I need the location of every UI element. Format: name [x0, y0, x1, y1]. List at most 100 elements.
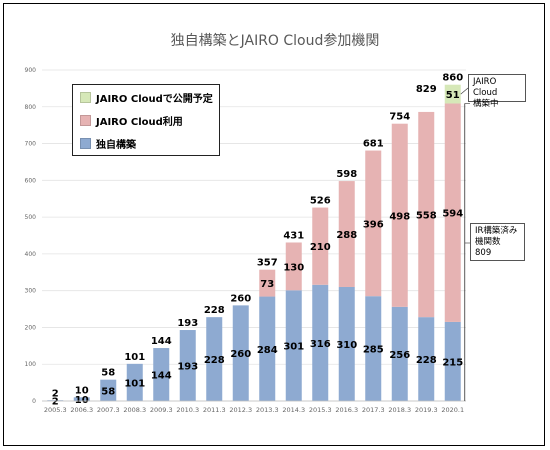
legend-label-own: 独自構築: [96, 139, 136, 151]
total-label: 2: [52, 388, 59, 399]
bar-cloud: [259, 269, 276, 297]
total-label: 193: [177, 318, 198, 329]
total-label: 431: [283, 230, 304, 241]
bar-value-label-cloud: 396: [363, 219, 384, 230]
bar-value-label-own: 2: [52, 397, 59, 408]
bar-own: [179, 330, 196, 401]
bar-cloud: [285, 242, 302, 291]
y-tick-label: 800: [25, 104, 37, 111]
bar-cloud: [444, 103, 461, 322]
total-label: 228: [204, 305, 225, 316]
y-tick-label: 700: [25, 141, 37, 148]
bar-value-label-own: 284: [257, 345, 278, 356]
bar-value-label-own: 215: [442, 357, 463, 368]
bar-value-label-cloud: 594: [442, 209, 463, 220]
x-tick-label: 2015.3: [309, 406, 332, 414]
bar-value-label-cloud: 73: [260, 279, 274, 290]
legend-item-planned: JAIRO Cloudで公開予定: [80, 89, 213, 105]
bar-value-label-own: 144: [151, 371, 172, 382]
x-tick-label: 2012.3: [229, 406, 252, 414]
x-tick-label: 2009.3: [150, 406, 173, 414]
bar-value-label-cloud: 210: [310, 242, 331, 253]
x-tick-label: 2014.3: [282, 406, 305, 414]
y-tick-label: 600: [25, 177, 37, 184]
total-label: 681: [363, 139, 384, 150]
x-tick-label: 2016.3: [335, 406, 358, 414]
bar-value-label-own: 256: [389, 350, 410, 361]
callout-ir-line3: 809: [475, 248, 492, 258]
callout-ir-line2: 機関数: [475, 237, 501, 247]
bar-own: [73, 397, 90, 401]
x-tick-label: 2013.3: [256, 406, 279, 414]
callout-cloud-construction: JAIRO Cloud 構築中: [468, 74, 526, 109]
total-label: 598: [336, 169, 357, 180]
callout-ir-count: IR構築済み 機関数 809: [470, 223, 525, 261]
total-label: 260: [230, 293, 251, 304]
total-label: 860: [442, 73, 463, 84]
total-label: 10: [75, 385, 89, 396]
bar-own: [153, 348, 170, 401]
bar-value-label-own: 310: [336, 340, 357, 351]
bar-planned: [444, 84, 461, 104]
bar-cloud: [418, 111, 435, 318]
total-label: 526: [310, 196, 331, 207]
x-tick-label: 2018.3: [388, 406, 411, 414]
chart-legend: JAIRO Cloudで公開予定 JAIRO Cloud利用 独自構築: [72, 84, 220, 156]
bar-value-label-own: 228: [204, 355, 225, 366]
total-label: 829: [416, 84, 437, 95]
bar-own: [312, 284, 329, 401]
bar-value-label-own: 58: [101, 386, 115, 397]
chart-title: 独自構築とJAIRO Cloud参加機関: [170, 33, 380, 49]
y-tick-label: 100: [25, 361, 37, 368]
bar-own: [206, 317, 223, 401]
y-tick-label: 300: [25, 288, 37, 295]
bar-value-label-own: 193: [177, 362, 198, 373]
bar-value-label-own: 301: [283, 342, 304, 353]
x-tick-label: 2011.3: [203, 406, 226, 414]
bar-value-label-own: 260: [230, 349, 251, 360]
legend-swatch-cloud: [80, 114, 91, 126]
x-tick-label: 2017.3: [362, 406, 385, 414]
callout-construction-line2: 構築中: [473, 99, 499, 109]
x-tick-label: 2007.3: [97, 406, 120, 414]
bar-value-label-cloud: 558: [416, 211, 437, 222]
y-tick-label: 200: [25, 324, 37, 331]
legend-item-cloud: JAIRO Cloud利用: [80, 112, 183, 128]
bar-cloud: [391, 123, 408, 307]
bar-value-label-own: 228: [416, 355, 437, 366]
x-tick-label: 2006.3: [70, 406, 93, 414]
callout-construction-line1: JAIRO Cloud: [473, 77, 498, 98]
bar-own: [444, 321, 461, 401]
bar-value-label-cloud: 498: [389, 211, 410, 222]
total-label: 58: [101, 368, 115, 379]
bar-own: [232, 305, 249, 401]
legend-swatch-planned: [80, 91, 91, 103]
bar-own: [365, 296, 382, 401]
bar-value-label-cloud: 288: [336, 230, 357, 241]
total-label: 144: [151, 336, 172, 347]
x-tick-label: 2020.1: [441, 406, 464, 414]
bar-value-label-planned: 51: [446, 90, 460, 101]
total-label: 754: [389, 112, 410, 123]
bar-value-label-cloud: 130: [283, 262, 304, 273]
x-tick-label: 2005.3: [44, 406, 67, 414]
construction-connector: [460, 87, 469, 95]
bar-own: [285, 290, 302, 401]
legend-swatch-own: [80, 137, 91, 149]
bar-value-label-own: 316: [310, 339, 331, 350]
y-tick-label: 0: [32, 398, 36, 405]
legend-label-cloud: JAIRO Cloud利用: [96, 116, 183, 128]
y-tick-label: 400: [25, 251, 37, 258]
y-tick-label: 900: [25, 67, 37, 74]
bar-cloud: [338, 181, 355, 287]
total-label: 357: [257, 258, 278, 269]
legend-label-planned: JAIRO Cloudで公開予定: [96, 93, 213, 105]
bar-value-label-own: 285: [363, 345, 384, 356]
bar-value-label-own: 101: [124, 378, 145, 389]
x-tick-label: 2010.3: [176, 406, 199, 414]
bar-cloud: [312, 207, 329, 285]
bar-own: [418, 317, 435, 401]
y-tick-label: 500: [25, 214, 37, 221]
bar-own: [100, 379, 117, 401]
bar-cloud: [365, 150, 382, 297]
